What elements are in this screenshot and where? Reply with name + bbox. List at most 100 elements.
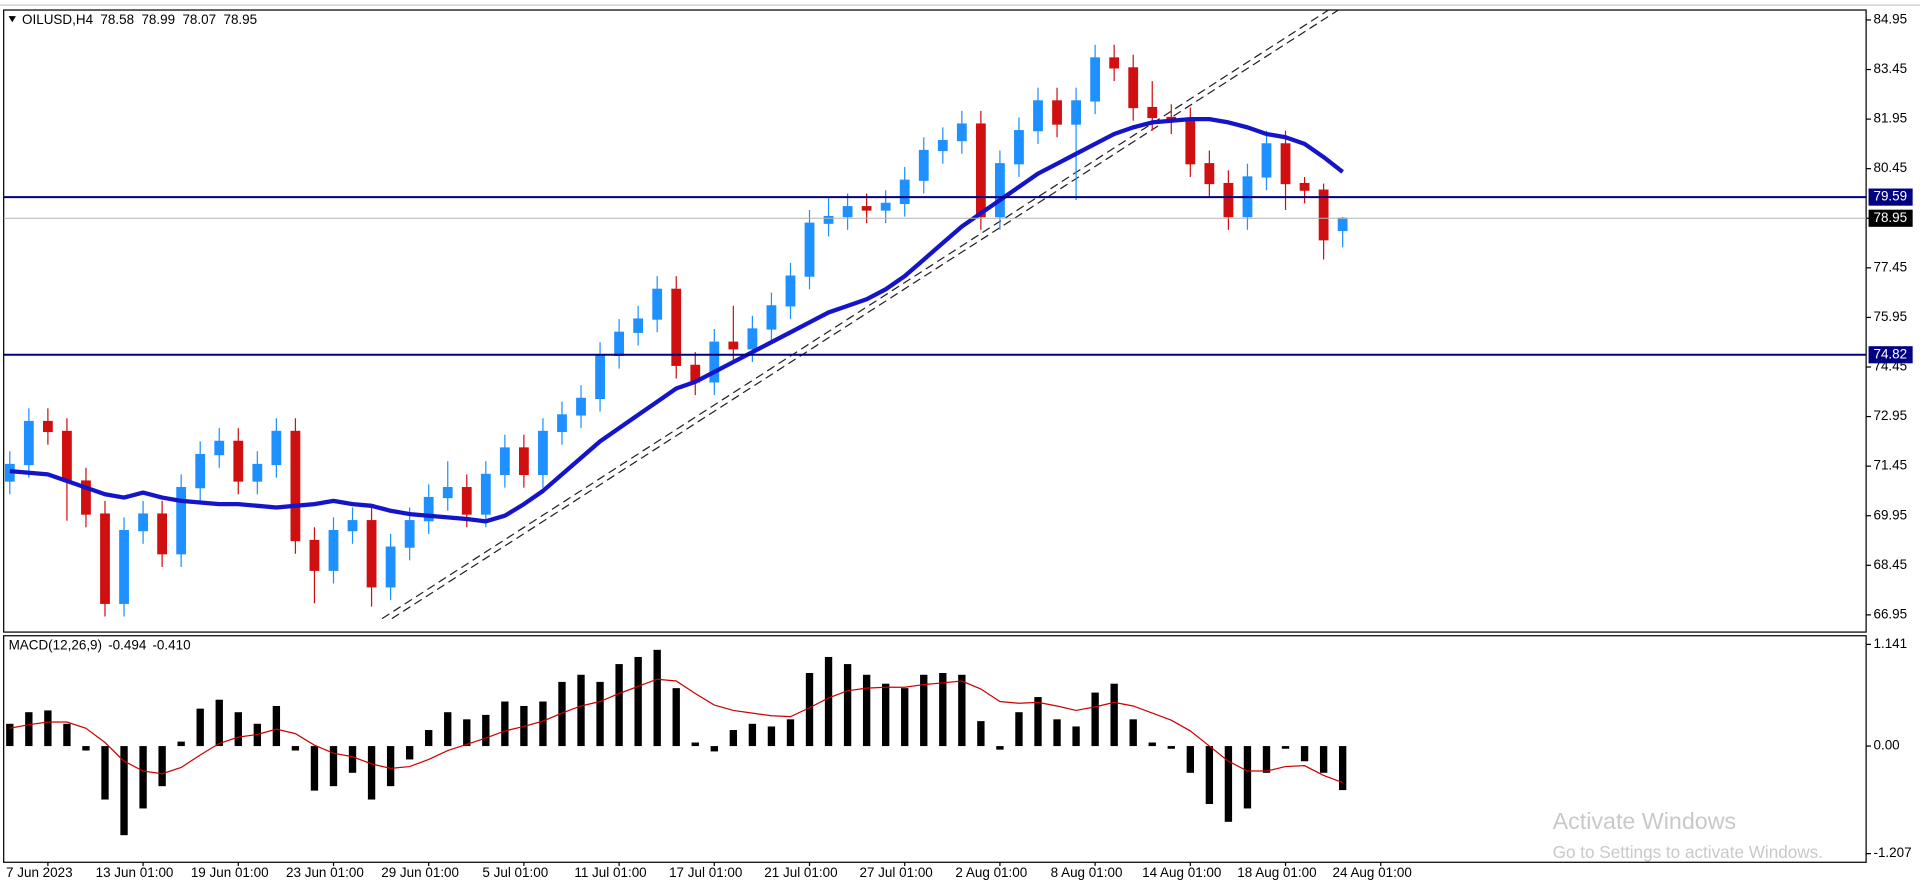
candle-body	[442, 487, 453, 499]
chart-title: OILUSD,H4	[22, 11, 94, 26]
y-tick-label: 83.45	[1873, 61, 1907, 76]
candle-body	[423, 496, 434, 522]
macd-bar	[558, 681, 566, 747]
current-price-label: 78.95	[1873, 210, 1907, 225]
candle-body	[81, 480, 91, 515]
macd-bar	[862, 674, 871, 747]
macd-bar	[824, 656, 833, 747]
macd-bar	[291, 746, 300, 751]
macd-bar	[1015, 712, 1023, 747]
x-tick-label: 5 Jul 01:00	[482, 865, 548, 880]
indicator-header: MACD(12,26,9) -0.494 -0.410	[9, 637, 191, 652]
candle-body	[347, 520, 358, 532]
macd-bar	[653, 649, 661, 747]
macd-bar	[101, 746, 109, 800]
candle-body	[1318, 189, 1329, 241]
candle-body	[1261, 143, 1272, 178]
macd-bar	[1205, 746, 1214, 804]
candle-body	[785, 275, 796, 307]
candle-body	[366, 520, 377, 588]
candle-body	[766, 305, 777, 330]
macd-bar	[1053, 719, 1061, 747]
candle-body	[1337, 217, 1348, 232]
y-tick-label: 0.00	[1873, 738, 1899, 753]
macd-bar	[6, 723, 14, 747]
macd-bar	[672, 688, 680, 747]
candle-body	[195, 453, 206, 489]
x-tick-label: 21 Jul 01:00	[764, 865, 837, 880]
macd-bar	[1034, 697, 1042, 747]
macd-bar	[977, 721, 985, 747]
header-value: 78.58	[100, 11, 134, 26]
candle-body	[328, 529, 339, 571]
candle-body	[1109, 57, 1120, 69]
candle-body	[1128, 67, 1139, 109]
candle-body	[747, 328, 758, 350]
macd-bar	[634, 656, 642, 747]
candle-body	[461, 487, 472, 515]
y-tick-label: 71.45	[1873, 458, 1907, 473]
macd-bar	[939, 672, 947, 747]
trend-channel-line	[391, 9, 1339, 620]
candle-body	[899, 179, 910, 204]
candle-body	[652, 288, 663, 320]
x-tick-label: 23 Jun 01:00	[286, 865, 364, 880]
x-tick-label: 7 Jun 2023	[6, 865, 73, 880]
candle-body	[480, 473, 491, 515]
current-price-box	[1868, 209, 1913, 227]
y-tick-label: 1.141	[1873, 636, 1907, 651]
indicator-title: MACD(12,26,9)	[9, 637, 102, 652]
level-label: 79.59	[1873, 189, 1907, 204]
candle-body	[100, 513, 110, 604]
candle-body	[176, 487, 187, 555]
candle-body	[290, 430, 301, 542]
macd-bar	[1091, 692, 1099, 747]
candle-body	[233, 440, 244, 482]
macd-bar	[1186, 746, 1194, 773]
macd-bar	[710, 746, 718, 752]
y-tick-label: 75.95	[1873, 309, 1907, 324]
candle-body	[709, 341, 720, 383]
macd-bar	[196, 708, 204, 747]
candle-body	[728, 341, 739, 350]
level-label: 74.82	[1873, 346, 1907, 361]
macd-bar	[329, 746, 338, 787]
candle-body	[842, 206, 853, 218]
candle-body	[62, 430, 72, 482]
macd-bar	[215, 699, 223, 747]
y-tick-label: 80.45	[1873, 160, 1907, 175]
y-tick-label: 68.45	[1873, 557, 1907, 572]
candle-body	[1299, 182, 1310, 191]
candle-body	[937, 139, 948, 152]
macd-bar	[920, 674, 928, 747]
candle-body	[995, 163, 1005, 218]
macd-bar	[234, 712, 242, 747]
macd-bar	[691, 742, 699, 747]
candle-body	[1090, 57, 1101, 102]
macd-bar	[1148, 742, 1156, 747]
macd-bar	[444, 712, 452, 747]
header-value: -0.494	[108, 637, 147, 652]
macd-bar	[843, 664, 852, 747]
y-tick-label: 72.95	[1873, 408, 1907, 423]
macd-bar	[139, 746, 147, 809]
candle-body	[1014, 130, 1024, 165]
watermark-subtitle: Go to Settings to activate Windows.	[1553, 842, 1823, 862]
y-tick-label: 69.95	[1873, 507, 1907, 522]
candle-body	[138, 513, 148, 532]
header-value: 78.07	[182, 11, 216, 26]
macd-bar	[596, 681, 604, 747]
main-pane-frame	[3, 9, 1867, 633]
candle-body	[23, 420, 34, 466]
y-tick-label: 84.95	[1873, 12, 1907, 27]
menu-triangle	[8, 16, 16, 23]
macd-bar	[1281, 746, 1290, 749]
x-tick-label: 19 Jun 01:00	[191, 865, 269, 880]
x-tick-label: 13 Jun 01:00	[96, 865, 174, 880]
macd-bar	[482, 714, 490, 747]
macd-bar	[82, 746, 90, 751]
candle-body	[1147, 106, 1158, 119]
y-tick-label: -1.207	[1873, 845, 1911, 860]
macd-bar	[367, 746, 376, 800]
